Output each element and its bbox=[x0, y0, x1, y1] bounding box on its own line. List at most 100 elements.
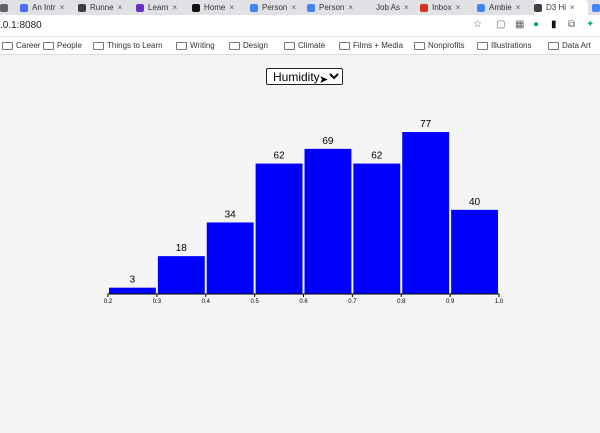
bookmark-label: Design bbox=[243, 41, 268, 50]
tab-close-icon[interactable]: × bbox=[291, 3, 297, 12]
bar-count-label: 18 bbox=[176, 243, 188, 254]
browser-tab[interactable]: Inbox × bbox=[420, 0, 472, 15]
tab-favicon-icon bbox=[78, 3, 86, 12]
tab-close-icon[interactable]: × bbox=[570, 3, 575, 12]
bookmark-folder[interactable]: Career bbox=[2, 40, 40, 51]
tab-title: Person bbox=[262, 3, 288, 12]
tab-title: An Intr bbox=[32, 3, 56, 12]
histogram-bar bbox=[451, 209, 498, 294]
histogram-bar bbox=[402, 132, 450, 294]
bookmark-folder[interactable]: Things to Learn bbox=[93, 40, 163, 51]
tab-title: Home bbox=[204, 3, 226, 12]
extension-icon[interactable]: ▢ bbox=[496, 19, 506, 30]
grammarly-icon[interactable]: ● bbox=[533, 19, 540, 30]
bookmark-folder[interactable]: Nonprofits bbox=[414, 40, 464, 51]
bookmarks-bar: Career People Things to Learn Writing Design… bbox=[0, 37, 600, 55]
bookmark-folder[interactable]: Writing bbox=[176, 40, 215, 51]
browser-tab[interactable]: D3 Hi × bbox=[534, 0, 588, 15]
folder-icon bbox=[176, 41, 187, 50]
x-tick-label: 1.0 bbox=[495, 299, 504, 305]
tab-close-icon[interactable]: × bbox=[515, 3, 521, 12]
tab-close-icon[interactable]: × bbox=[348, 3, 354, 12]
bookmark-folder[interactable]: Design bbox=[229, 40, 268, 51]
tab-favicon-icon bbox=[192, 3, 200, 12]
bookmark-folder[interactable]: Data Art bbox=[548, 40, 591, 51]
tab-favicon-icon bbox=[136, 3, 144, 12]
folder-icon bbox=[414, 41, 425, 50]
browser-tab[interactable]: Home × bbox=[192, 0, 244, 15]
browser-tab[interactable] bbox=[592, 0, 600, 15]
x-tick-label: 0.6 bbox=[299, 299, 308, 305]
folder-icon bbox=[339, 41, 350, 50]
tab-close-icon[interactable]: × bbox=[455, 3, 461, 12]
tab-title: Runne bbox=[90, 3, 114, 12]
feather-icon[interactable]: ✦ bbox=[586, 19, 595, 30]
folder-icon bbox=[229, 41, 240, 50]
bookmark-label: Climate bbox=[298, 41, 326, 50]
tab-title: D3 Hi bbox=[546, 3, 567, 12]
bar-count-label: 34 bbox=[225, 209, 237, 220]
x-tick-label: 0.9 bbox=[446, 299, 455, 305]
tab-close-icon[interactable]: × bbox=[404, 3, 409, 12]
tab-close-icon[interactable]: × bbox=[229, 3, 235, 12]
x-tick-label: 0.4 bbox=[202, 299, 211, 305]
histogram-bar bbox=[109, 287, 156, 294]
x-tick-label: 0.5 bbox=[250, 299, 259, 305]
bookmark-label: Things to Learn bbox=[107, 41, 163, 50]
folder-icon bbox=[284, 41, 295, 50]
tab-favicon-icon bbox=[364, 3, 372, 12]
browser-tab[interactable]: An Intr × bbox=[20, 0, 72, 15]
bar-count-label: 69 bbox=[322, 136, 334, 147]
folder-icon bbox=[2, 41, 13, 50]
tab-favicon-icon bbox=[592, 3, 600, 12]
x-tick-label: 0.2 bbox=[104, 299, 113, 305]
url-field[interactable]: .0.1:8080 bbox=[0, 20, 42, 31]
x-tick-label: 0.8 bbox=[397, 299, 406, 305]
bookmark-label: Data Art bbox=[562, 41, 591, 50]
histogram-bar bbox=[304, 148, 352, 294]
metric-dropdown[interactable]: Humidity bbox=[266, 68, 343, 85]
browser-tab[interactable]: Person × bbox=[250, 0, 302, 15]
browser-tab[interactable]: Runne × bbox=[78, 0, 130, 15]
histogram-bar bbox=[255, 163, 303, 294]
bookmark-extension-icon[interactable]: ▮ bbox=[551, 19, 557, 30]
histogram-bar bbox=[157, 256, 205, 294]
bookmark-label: Films + Media bbox=[353, 41, 404, 50]
folder-icon bbox=[477, 41, 488, 50]
address-bar: .0.1:8080 ☆ ▢ ▦ ● ▮ ⧉ ✦ bbox=[0, 15, 600, 37]
star-icon[interactable]: ☆ bbox=[473, 19, 482, 30]
tab-title: Learn bbox=[148, 3, 169, 12]
bookmark-folder[interactable]: Illustrations bbox=[477, 40, 531, 51]
folder-icon bbox=[548, 41, 559, 50]
tab-favicon-icon bbox=[534, 3, 542, 12]
tab-close-icon[interactable]: × bbox=[172, 3, 178, 12]
bookmark-label: Writing bbox=[190, 41, 215, 50]
bar-count-label: 77 bbox=[420, 119, 432, 130]
x-tick-label: 0.3 bbox=[153, 299, 162, 305]
folder-icon bbox=[43, 41, 54, 50]
tab-close-icon[interactable]: × bbox=[59, 3, 65, 12]
browser-tab[interactable]: Job As × bbox=[364, 0, 416, 15]
browser-tab[interactable]: Learn × bbox=[136, 0, 188, 15]
histogram-bar bbox=[353, 163, 401, 294]
bookmark-folder[interactable]: Climate bbox=[284, 40, 325, 51]
browser-tab[interactable]: Person × bbox=[307, 0, 359, 15]
browser-tab[interactable] bbox=[0, 0, 14, 15]
puzzle-icon[interactable]: ⧉ bbox=[568, 19, 576, 30]
tab-favicon-icon bbox=[250, 3, 258, 12]
tab-title: Person bbox=[319, 3, 345, 12]
bar-count-label: 3 bbox=[130, 275, 136, 286]
tab-favicon-icon bbox=[477, 3, 485, 12]
grid-extension-icon[interactable]: ▦ bbox=[515, 19, 525, 30]
tab-title: Ambie bbox=[489, 3, 512, 12]
bookmark-label: People bbox=[57, 41, 82, 50]
tab-title: Job As bbox=[376, 3, 401, 12]
tab-favicon-icon bbox=[420, 3, 428, 12]
tab-close-icon[interactable]: × bbox=[117, 3, 123, 12]
bookmark-folder[interactable]: Films + Media bbox=[339, 40, 403, 51]
bookmark-label: Nonprofits bbox=[428, 41, 465, 50]
browser-tab[interactable]: Ambie × bbox=[477, 0, 529, 15]
bookmark-folder[interactable]: People bbox=[43, 40, 82, 51]
tab-strip: An Intr × Runne × Learn × Home × Person × Person × J… bbox=[0, 0, 600, 15]
